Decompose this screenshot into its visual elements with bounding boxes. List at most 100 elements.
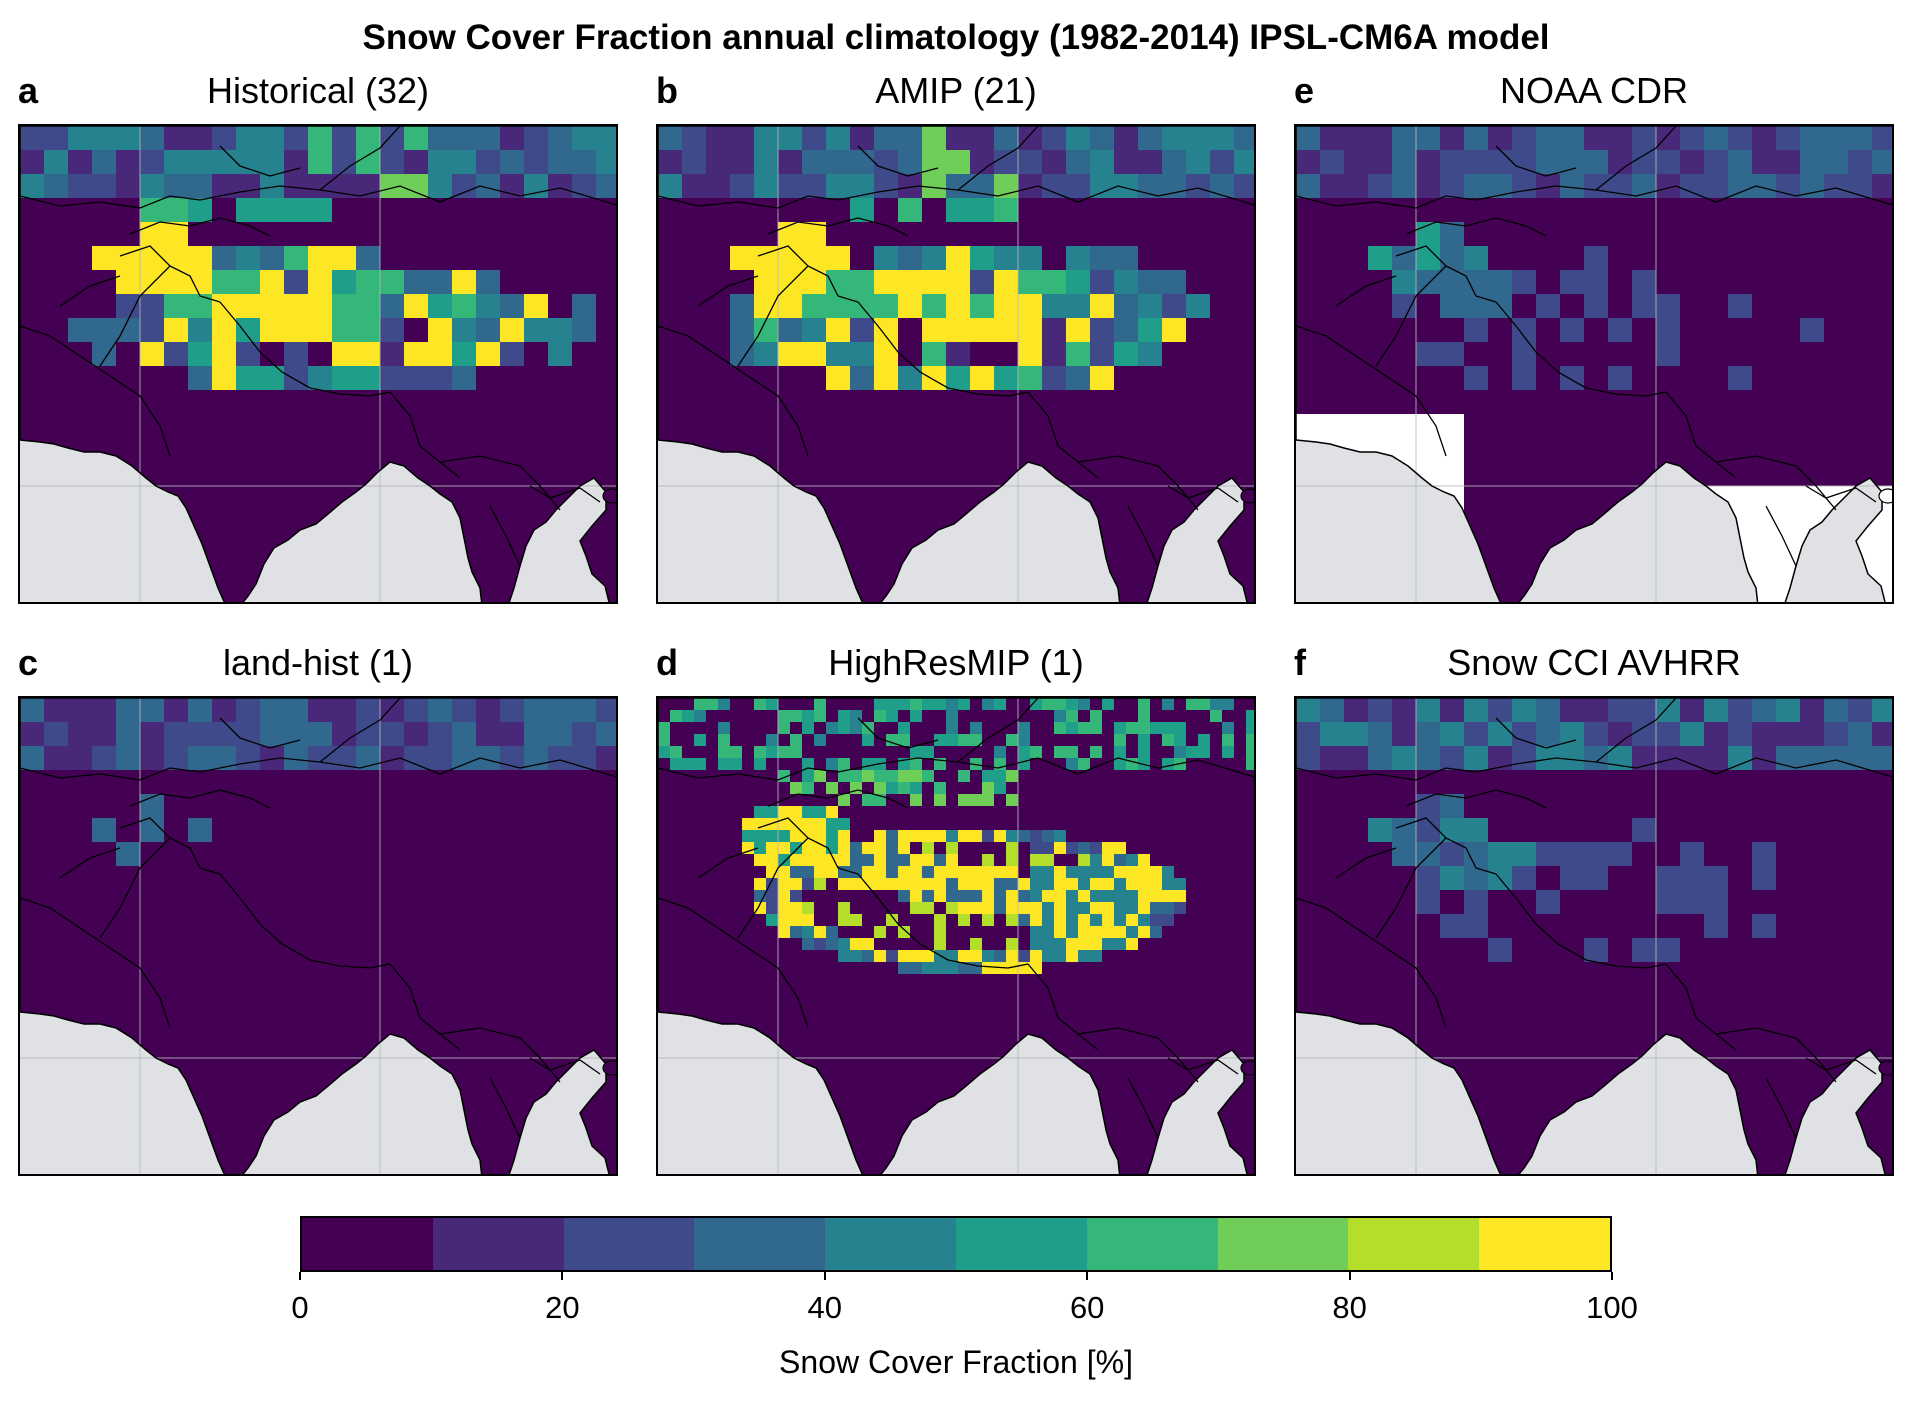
grid-cell — [1114, 582, 1139, 602]
grid-cell — [356, 890, 381, 915]
grid-cell — [1680, 770, 1705, 795]
grid-cell — [658, 902, 671, 915]
grid-cell — [164, 698, 189, 723]
grid-cell — [898, 246, 923, 271]
grid-cell — [1210, 414, 1235, 439]
grid-cell — [862, 746, 875, 759]
grid-cell — [1162, 1070, 1175, 1083]
grid-cell — [236, 722, 261, 747]
grid-cell — [1536, 986, 1561, 1011]
grid-cell — [1138, 294, 1163, 319]
grid-cell — [188, 390, 213, 415]
grid-cell — [1728, 150, 1753, 175]
grid-cell — [790, 722, 803, 735]
grid-cell — [1006, 806, 1019, 819]
grid-cell — [694, 998, 707, 1011]
grid-cell — [658, 818, 671, 831]
grid-cell — [1186, 734, 1199, 747]
grid-cell — [356, 818, 381, 843]
grid-cell — [476, 486, 501, 511]
grid-cell — [1174, 746, 1187, 759]
grid-cell — [1704, 366, 1729, 391]
grid-cell — [1114, 1010, 1127, 1023]
grid-cell — [1018, 794, 1031, 807]
grid-cell — [476, 558, 501, 583]
grid-cell — [236, 842, 261, 867]
grid-cell — [68, 890, 93, 915]
grid-cell — [428, 438, 453, 463]
grid-cell — [958, 878, 971, 891]
grid-cell — [500, 914, 525, 939]
grid-cell — [1030, 734, 1043, 747]
grid-cell — [1872, 794, 1892, 819]
grid-cell — [44, 842, 69, 867]
grid-cell — [1138, 986, 1151, 999]
grid-cell — [970, 222, 995, 247]
country-border — [1665, 963, 1737, 1051]
grid-cell — [1848, 270, 1873, 295]
grid-cell — [1872, 270, 1892, 295]
grid-cell — [946, 462, 971, 487]
grid-cell — [1222, 878, 1235, 891]
grid-cell — [92, 962, 117, 987]
grid-cell — [1018, 270, 1043, 295]
grid-cell — [236, 558, 261, 583]
grid-cell — [308, 294, 333, 319]
grid-cell — [116, 198, 141, 223]
panel-e-title: NOAA CDR — [1499, 70, 1689, 111]
grid-cell — [982, 866, 995, 879]
grid-cell — [92, 818, 117, 843]
grid-cell — [404, 938, 429, 963]
grid-cell — [1440, 342, 1465, 367]
grid-cell — [1656, 294, 1681, 319]
grid-cell — [1138, 842, 1151, 855]
grid-cell — [934, 794, 947, 807]
grid-cell — [1210, 222, 1235, 247]
grid-cell — [1776, 246, 1801, 271]
grid-cell — [982, 806, 995, 819]
grid-cell — [838, 878, 851, 891]
grid-cell — [970, 1058, 983, 1071]
grid-cell — [1222, 818, 1235, 831]
grid-cell — [1464, 866, 1489, 891]
grid-cell — [548, 818, 573, 843]
grid-cell — [1848, 366, 1873, 391]
grid-cell — [694, 710, 707, 723]
grid-cell — [500, 366, 525, 391]
grid-cell — [922, 222, 947, 247]
grid-cell — [934, 986, 947, 999]
grid-cell — [994, 974, 1007, 987]
grid-cell — [1018, 150, 1043, 175]
grid-cell — [1222, 890, 1235, 903]
grid-cell — [1210, 950, 1223, 963]
grid-cell — [898, 986, 911, 999]
grid-cell — [1078, 710, 1091, 723]
grid-cell — [1704, 342, 1729, 367]
grid-cell — [260, 698, 285, 723]
country-border — [319, 185, 616, 206]
grid-cell — [1018, 818, 1031, 831]
grid-cell — [826, 270, 851, 295]
grid-cell — [802, 222, 827, 247]
grid-cell — [1680, 794, 1705, 819]
grid-cell — [970, 698, 983, 711]
grid-cell — [1054, 782, 1067, 795]
grid-cell — [1608, 938, 1633, 963]
grid-cell — [1512, 198, 1537, 223]
grid-cell — [1174, 842, 1187, 855]
grid-cell — [1584, 222, 1609, 247]
grid-cell — [1162, 698, 1175, 711]
grid-cell — [68, 938, 93, 963]
grid-cell — [1416, 938, 1441, 963]
grid-cell — [850, 806, 863, 819]
grid-cell — [1042, 294, 1067, 319]
grid-cell — [1042, 878, 1055, 891]
grid-cell — [754, 914, 767, 927]
grid-cell — [140, 174, 165, 199]
grid-cell — [1368, 722, 1393, 747]
grid-cell — [958, 902, 971, 915]
grid-cell — [1560, 342, 1585, 367]
grid-cell — [1162, 974, 1175, 987]
grid-cell — [838, 734, 851, 747]
country-border — [1805, 485, 1877, 503]
